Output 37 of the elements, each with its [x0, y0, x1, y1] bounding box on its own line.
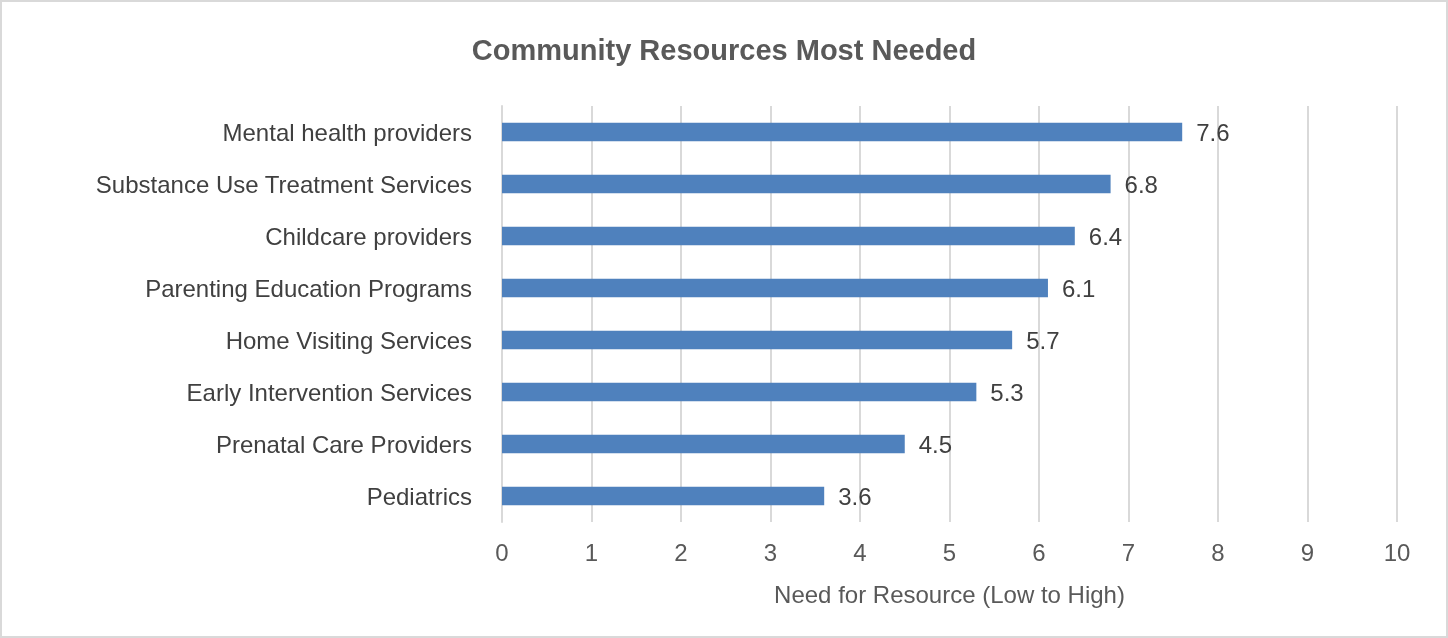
- data-label: 6.8: [1124, 170, 1158, 198]
- y-tick-label: Substance Use Treatment Services: [95, 170, 472, 198]
- x-tick-label: 7: [1121, 538, 1136, 566]
- y-tick-label: Mental health providers: [222, 118, 472, 146]
- x-tick-label: 9: [1300, 538, 1315, 566]
- x-tick-label: 6: [1032, 538, 1046, 566]
- bar: [502, 122, 1183, 142]
- bar: [502, 278, 1048, 298]
- bar: [502, 486, 825, 506]
- x-tick-label: 1: [584, 538, 599, 566]
- y-tick-label: Home Visiting Services: [225, 326, 472, 354]
- data-label: 3.6: [838, 482, 872, 510]
- data-label: 5.3: [990, 378, 1024, 406]
- chart-title: Community Resources Most Needed: [471, 33, 977, 66]
- bar: [502, 226, 1075, 246]
- data-label: 6.4: [1088, 222, 1123, 250]
- y-tick-label: Early Intervention Services: [186, 378, 472, 406]
- bar: [502, 174, 1111, 194]
- y-tick-label: Pediatrics: [366, 482, 472, 510]
- y-tick-label: Childcare providers: [265, 222, 472, 250]
- x-tick-label: 10: [1383, 538, 1411, 566]
- x-tick-label: 4: [853, 538, 867, 566]
- x-tick-label: 8: [1211, 538, 1225, 566]
- x-axis-title: Need for Resource (Low to High): [774, 580, 1125, 608]
- x-tick-label: 3: [763, 538, 778, 566]
- x-tick-label: 2: [674, 538, 688, 566]
- bar: [502, 382, 977, 402]
- y-tick-label: Prenatal Care Providers: [215, 430, 472, 458]
- bar: [502, 434, 905, 454]
- data-label: 5.7: [1026, 326, 1060, 354]
- data-label: 6.1: [1061, 274, 1096, 302]
- data-label: 7.6: [1196, 118, 1230, 146]
- bar: [502, 330, 1013, 350]
- x-tick-label: 0: [495, 538, 509, 566]
- x-tick-label: 5: [942, 538, 957, 566]
- data-label: 4.5: [918, 430, 953, 458]
- y-tick-label: Parenting Education Programs: [145, 274, 472, 302]
